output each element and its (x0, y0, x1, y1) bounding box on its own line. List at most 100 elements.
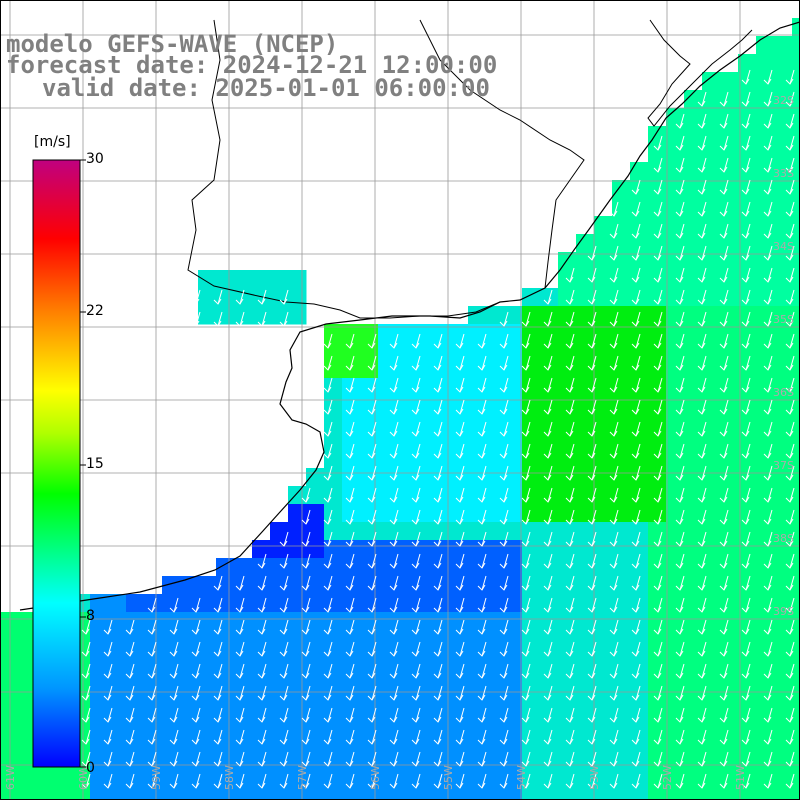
wind-arrow (609, 575, 619, 591)
wind-arrow (719, 179, 729, 195)
wind-arrow (719, 487, 729, 503)
field-cell (396, 792, 415, 800)
field-cell (594, 720, 613, 739)
lat-label: 38S (773, 532, 794, 545)
wind-arrow (741, 531, 751, 547)
wind-arrow (785, 729, 795, 745)
field-cell (612, 234, 631, 253)
wind-arrow (411, 377, 421, 393)
wind-arrow (543, 619, 553, 635)
field-cell (684, 342, 703, 361)
wind-arrow (719, 311, 729, 327)
field-cell (468, 414, 487, 433)
wind-arrow (653, 245, 663, 261)
field-cell (684, 126, 703, 145)
wind-arrow (741, 355, 751, 371)
field-cell (468, 648, 487, 667)
field-cell (720, 324, 739, 343)
wind-arrow (389, 377, 399, 393)
field-cell (702, 162, 721, 181)
field-cell (666, 522, 685, 541)
lon-label: 60W (77, 765, 90, 790)
field-cell (486, 774, 505, 793)
wind-arrow (301, 575, 311, 591)
field-cell (738, 738, 757, 757)
field-cell (126, 630, 145, 649)
field-cell (144, 738, 163, 757)
field-cell (504, 558, 523, 577)
field-cell (252, 576, 271, 595)
field-cell (558, 702, 577, 721)
wind-arrow (587, 575, 597, 591)
field-cell (594, 612, 613, 631)
field-cell (756, 180, 775, 199)
field-cell (702, 180, 721, 199)
field-cell (468, 360, 487, 379)
field-cell (612, 738, 631, 757)
field-cell (504, 792, 523, 800)
wind-arrow (719, 245, 729, 261)
field-cell (558, 252, 577, 271)
wind-arrow (521, 355, 531, 371)
wind-arrow (191, 729, 201, 745)
field-cell (0, 774, 19, 793)
wind-arrow (213, 685, 223, 701)
wind-arrow (147, 597, 157, 613)
field-cell (324, 468, 343, 487)
field-cell (594, 576, 613, 595)
wind-arrow (279, 663, 289, 679)
field-cell (450, 648, 469, 667)
field-cell (18, 666, 37, 685)
field-cell (540, 738, 559, 757)
wind-arrow (81, 751, 91, 767)
field-cell (756, 288, 775, 307)
wind-arrow (169, 641, 179, 657)
wind-arrow (477, 663, 487, 679)
field-cell (432, 396, 451, 415)
field-cell (252, 774, 271, 793)
wind-arrow (741, 179, 751, 195)
field-cell (108, 702, 127, 721)
wind-arrow (257, 773, 267, 789)
field-cell (666, 306, 685, 325)
wind-arrow (257, 729, 267, 745)
field-cell (630, 666, 649, 685)
wind-arrow (301, 663, 311, 679)
field-cell (234, 558, 253, 577)
field-cell (594, 324, 613, 343)
wind-arrow (653, 729, 663, 745)
field-cell (90, 666, 109, 685)
wind-arrow (697, 729, 707, 745)
field-cell (180, 666, 199, 685)
wind-arrow (719, 223, 729, 239)
field-cell (270, 594, 289, 613)
field-cell (360, 522, 379, 541)
field-cell (288, 648, 307, 667)
wind-arrow (741, 311, 751, 327)
field-cell (756, 36, 775, 55)
field-cell (468, 666, 487, 685)
field-cell (702, 306, 721, 325)
wind-arrow (741, 289, 751, 305)
field-cell (576, 252, 595, 271)
wind-arrow (345, 509, 355, 525)
field-cell (774, 630, 793, 649)
wind-arrow (433, 663, 443, 679)
field-cell (648, 540, 667, 559)
wind-arrow (345, 487, 355, 503)
field-cell (324, 342, 343, 361)
field-cell (738, 234, 757, 253)
field-cell (468, 432, 487, 451)
field-cell (648, 468, 667, 487)
wind-arrow (301, 685, 311, 701)
wind-arrow (609, 773, 619, 789)
field-cell (468, 504, 487, 523)
field-cell (594, 378, 613, 397)
wind-arrow (631, 245, 641, 261)
field-cell (36, 792, 55, 800)
wind-arrow (631, 619, 641, 635)
wind-arrow (763, 69, 773, 85)
wind-arrow (257, 641, 267, 657)
wind-arrow (235, 619, 245, 635)
field-cell (756, 774, 775, 793)
